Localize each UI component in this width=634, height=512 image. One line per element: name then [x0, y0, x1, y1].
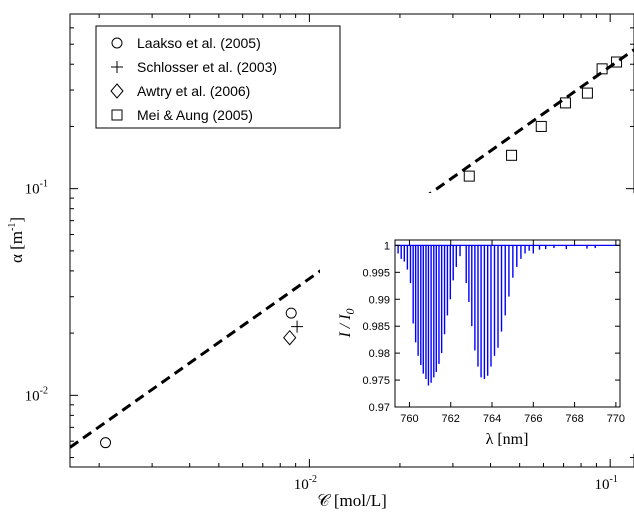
y-tick-label-exp: -2: [40, 385, 48, 396]
y-tick-label-exp: -1: [40, 179, 48, 190]
inset-y-tick-label: 0.98: [369, 348, 390, 360]
legend-plus-marker: [111, 61, 123, 73]
x-tick-label: 10-1: [595, 474, 618, 493]
inset-y-tick-label: 0.995: [362, 267, 390, 279]
y-axis-label-exponent: -1: [7, 223, 18, 231]
inset-plot: 760 762 764 766 768 770 0.97 0.975 0.98 0.985 0.99…: [320, 193, 634, 454]
y-tick-label: 10-1: [25, 179, 48, 198]
y-tick-label: 10-2: [25, 385, 48, 404]
inset-x-tick-label: 762: [442, 413, 460, 425]
inset-y-tick-label: 0.97: [369, 402, 390, 414]
x-tick-label-base: 10: [595, 477, 610, 493]
legend-label-laakso: Laakso et al. (2005): [137, 35, 261, 51]
square-point: [535, 120, 547, 132]
main-axis-ticks: [70, 14, 634, 467]
legend-entry-awtry: Awtry et al. (2006): [110, 83, 250, 99]
legend-box: [95, 25, 341, 129]
y-tick-label-base: 10: [25, 388, 40, 404]
inset-y-axis-label-sub: 0: [343, 308, 357, 314]
inset-tick-labels: 760 762 764 766 768 770 0.97 0.975 0.98 0.985 0.99…: [362, 240, 625, 425]
legend-entry-mei: Mei & Aung (2005): [111, 107, 253, 123]
x-tick-label-base: 10: [294, 477, 309, 493]
inset-y-tick-label: 0.985: [362, 321, 390, 333]
legend-label-schlosser: Schlosser et al. (2003): [137, 59, 277, 75]
inset-background: [320, 193, 634, 454]
circle-point: [285, 307, 297, 319]
legend-entry-schlosser: Schlosser et al. (2003): [111, 59, 277, 75]
y-tick-label-base: 10: [25, 182, 40, 198]
inset-x-axis-label: λ [nm]: [486, 431, 529, 448]
legend-label-mei: Mei & Aung (2005): [137, 107, 253, 123]
square-point: [463, 170, 475, 182]
main-plot: 10-2 10-110-210-1 𝒞 [mol/L] α [m-1] Laaks…: [7, 13, 634, 510]
x-axis-label: 𝒞 [mol/L]: [317, 491, 387, 510]
square-point: [611, 56, 623, 68]
square-point: [506, 149, 518, 161]
square-point: [559, 97, 571, 109]
legend-square-marker: [111, 109, 123, 121]
inset-y-tick-label: 0.975: [362, 375, 390, 387]
legend-diamond-marker: [110, 83, 124, 99]
inset-spectrum: [395, 244, 620, 386]
legend-entry-laakso: Laakso et al. (2005): [111, 35, 261, 51]
square-point: [596, 63, 608, 75]
inset-y-axis-label-main: I / I: [337, 314, 354, 339]
inset-x-tick-label: 764: [483, 413, 501, 425]
main-axes-frame: [69, 13, 634, 468]
inset-x-tick-label: 770: [607, 413, 625, 425]
inset-x-tick-label: 760: [400, 413, 418, 425]
inset-x-tick-label: 766: [524, 413, 542, 425]
inset-axis-ticks: [395, 240, 620, 408]
diamond-point: [283, 329, 297, 346]
inset-x-tick-label: 768: [565, 413, 583, 425]
legend-circle-marker: [111, 37, 123, 49]
y-axis-label: α [m-1]: [7, 217, 26, 263]
legend-label-awtry: Awtry et al. (2006): [137, 83, 250, 99]
legend: Laakso et al. (2005) Schlosser et al. (2…: [95, 25, 341, 129]
y-axis-label-main: α [m: [7, 231, 26, 263]
inset-y-tick-label: 0.99: [369, 294, 390, 306]
inset-y-axis-label: I / I0: [337, 308, 357, 338]
circle-point: [100, 437, 112, 449]
plus-point: [291, 320, 304, 333]
x-tick-label: 10-2: [294, 474, 317, 493]
y-axis-label-end: ]: [7, 217, 26, 223]
inset-y-tick-label: 1: [384, 240, 390, 252]
inset-axes-frame: [394, 239, 621, 408]
square-point: [581, 87, 593, 99]
x-tick-label-exp: -1: [610, 474, 618, 485]
x-tick-label-exp: -2: [309, 474, 317, 485]
main-tick-labels: 10-2 10-110-210-1: [25, 179, 618, 493]
